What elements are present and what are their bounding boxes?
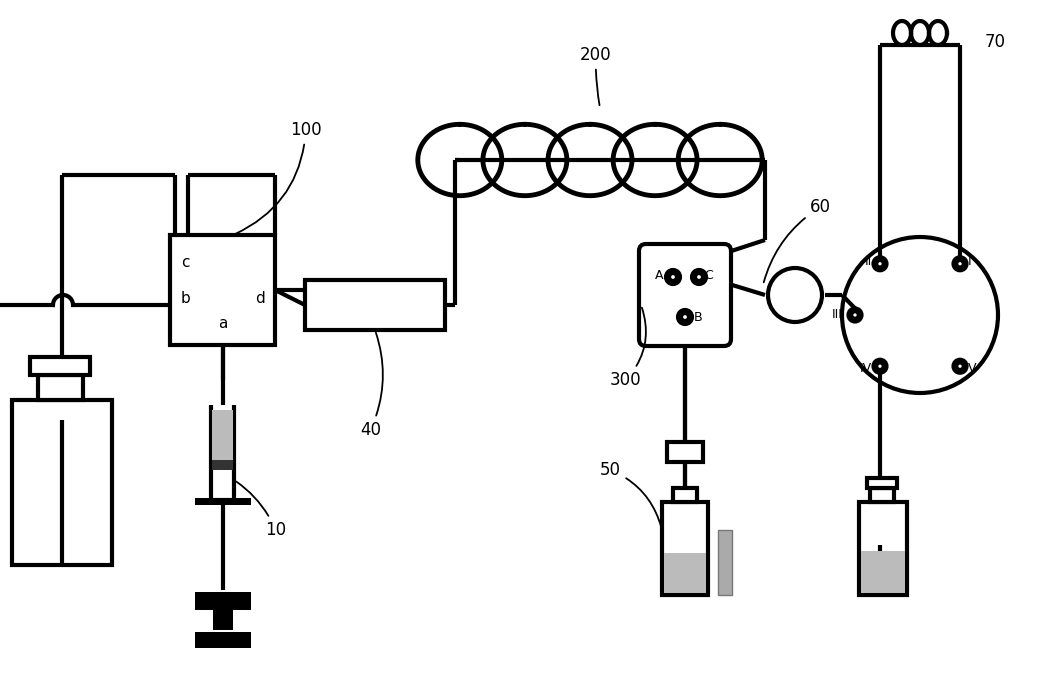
Bar — [212, 608, 232, 630]
Text: 70: 70 — [985, 33, 1006, 51]
Circle shape — [852, 312, 859, 318]
Text: 300: 300 — [610, 307, 646, 389]
Bar — [870, 488, 894, 502]
Circle shape — [874, 258, 886, 270]
Text: a: a — [217, 316, 227, 330]
Text: I: I — [968, 256, 971, 268]
Text: III: III — [832, 309, 843, 321]
Circle shape — [768, 268, 822, 322]
Text: c: c — [181, 255, 189, 270]
Bar — [859, 502, 907, 595]
Bar — [212, 410, 233, 465]
Circle shape — [666, 270, 680, 284]
Bar — [867, 478, 897, 488]
Text: d: d — [255, 291, 265, 307]
Bar — [194, 632, 251, 648]
Circle shape — [957, 363, 964, 370]
Bar — [662, 502, 708, 595]
Bar — [38, 375, 83, 400]
Bar — [718, 530, 732, 595]
Circle shape — [669, 273, 677, 281]
Bar — [30, 357, 90, 375]
Text: 10: 10 — [236, 482, 286, 539]
Bar — [12, 400, 112, 565]
Text: C: C — [704, 269, 713, 281]
Text: b: b — [181, 291, 190, 307]
Bar — [194, 498, 251, 505]
Circle shape — [876, 363, 884, 370]
Text: 200: 200 — [580, 46, 611, 105]
Circle shape — [842, 237, 997, 393]
FancyBboxPatch shape — [639, 244, 731, 346]
Circle shape — [848, 309, 861, 321]
Text: 40: 40 — [360, 332, 383, 439]
Circle shape — [953, 360, 966, 372]
Bar — [664, 553, 706, 593]
Circle shape — [692, 270, 706, 284]
Circle shape — [953, 258, 966, 270]
Circle shape — [876, 260, 884, 267]
Circle shape — [957, 260, 964, 267]
Bar — [304, 280, 445, 330]
Text: A: A — [654, 269, 663, 281]
Circle shape — [678, 310, 692, 324]
Text: 50: 50 — [600, 461, 662, 527]
Bar — [673, 488, 697, 502]
Bar — [194, 592, 251, 610]
Bar — [212, 460, 233, 470]
Text: 100: 100 — [235, 121, 321, 234]
Text: B: B — [694, 311, 702, 323]
Bar — [861, 551, 905, 593]
Circle shape — [695, 273, 704, 281]
Text: IV: IV — [860, 362, 871, 375]
Text: V: V — [968, 362, 976, 375]
Bar — [170, 235, 275, 345]
Circle shape — [681, 313, 689, 321]
Text: 60: 60 — [763, 198, 831, 282]
Text: II: II — [865, 256, 871, 268]
Bar — [667, 442, 704, 462]
Circle shape — [874, 360, 886, 372]
